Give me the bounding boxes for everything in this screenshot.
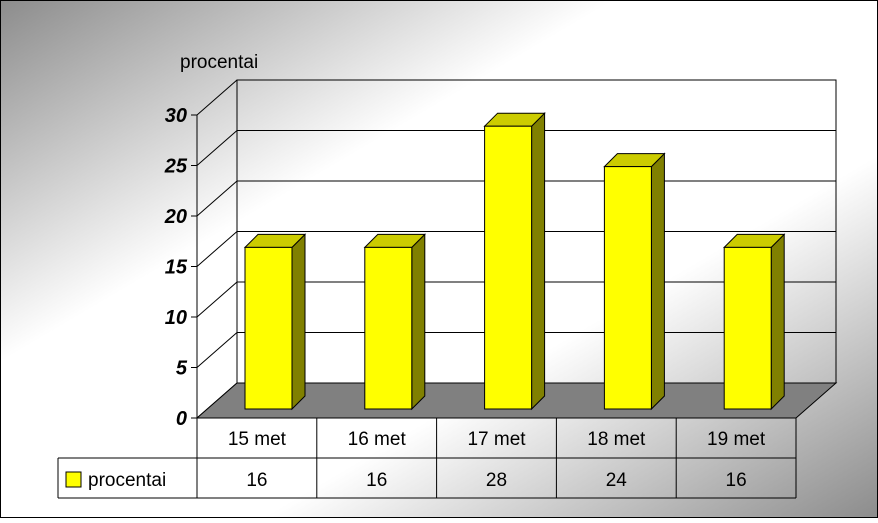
bar-front [244, 246, 293, 410]
gridline-side [196, 79, 238, 116]
y-axis-title: procentai [180, 52, 258, 73]
y-tick-label: 5 [176, 358, 188, 380]
y-tick-label: 0 [176, 408, 187, 430]
x-tick-label: 15 met [228, 429, 287, 450]
x-tick-label: 18 met [587, 429, 646, 450]
bar-side [291, 233, 306, 411]
gridline-side [196, 281, 238, 318]
data-table: 15 met 16 met 17 met 18 met 19 met 16 16 28 24 16… [57, 417, 797, 499]
bar [722, 233, 786, 411]
x-tick-label: 17 met [467, 429, 526, 450]
bar-front [364, 246, 413, 410]
bar-front [484, 125, 533, 410]
bar-side [650, 152, 665, 411]
legend-swatch [65, 471, 82, 488]
x-tick-label: 19 met [707, 429, 766, 450]
data-label: 16 [246, 470, 267, 491]
x-tick-label: 16 met [348, 429, 407, 450]
gridline-side [196, 332, 238, 368]
bar [243, 233, 307, 411]
gridline-side [196, 180, 238, 217]
gridline-side [196, 231, 238, 267]
data-label: 28 [486, 470, 507, 491]
y-tick-label: 25 [164, 156, 188, 178]
y-tick-label: 20 [164, 206, 187, 228]
y-axis: 0 5 10 15 20 25 30 [164, 105, 198, 430]
data-label: 24 [606, 470, 628, 491]
bar [483, 111, 546, 411]
y-tick-label: 30 [165, 105, 187, 127]
legend-label: procentai [88, 470, 166, 491]
bar-side [531, 111, 546, 411]
y-tick-label: 10 [165, 307, 187, 329]
bar [603, 152, 666, 411]
data-label: 16 [726, 470, 747, 491]
bars [243, 111, 786, 411]
y-tick-label: 15 [165, 257, 188, 279]
gridline-side [196, 130, 238, 166]
bar-front [723, 246, 772, 410]
data-label: 16 [366, 470, 387, 491]
bar-side [411, 233, 426, 411]
bar-side [770, 233, 785, 411]
bar-front [603, 166, 652, 410]
bar [363, 233, 427, 411]
